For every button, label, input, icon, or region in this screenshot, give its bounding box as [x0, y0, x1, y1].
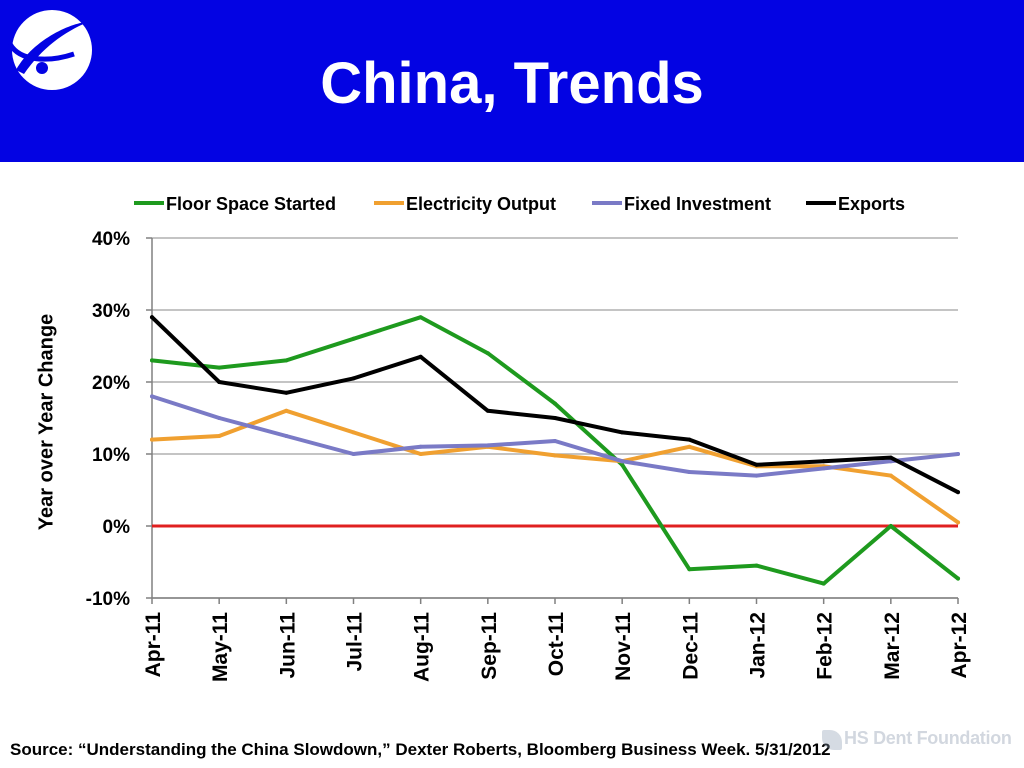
watermark-text: HS Dent Foundation: [844, 728, 1012, 748]
data-point: [284, 434, 289, 438]
data-point: [821, 581, 826, 586]
data-point: [888, 455, 893, 460]
data-point: [485, 408, 490, 413]
data-point: [150, 437, 154, 442]
x-tick-label: Aug-11: [411, 612, 434, 682]
data-point: [888, 524, 893, 528]
data-point: [485, 443, 490, 448]
data-point: [687, 567, 692, 572]
data-point: [485, 351, 490, 356]
data-point: [553, 453, 557, 458]
data-point: [553, 401, 557, 406]
x-tick-label: Apr-11: [142, 612, 165, 678]
data-point: [150, 394, 154, 399]
data-point: [956, 490, 960, 495]
data-point: [553, 416, 557, 420]
x-tick-label: Oct-11: [545, 612, 568, 677]
x-tick-label: Dec-11: [679, 612, 702, 680]
x-tick-label: Jul-11: [344, 612, 367, 672]
data-point: [956, 452, 960, 456]
globe-swoosh-icon: [7, 10, 92, 90]
data-point: [351, 336, 356, 341]
data-point: [687, 437, 692, 442]
data-point: [418, 315, 423, 320]
data-point: [418, 452, 423, 456]
x-tick-label: Nov-11: [612, 612, 635, 681]
data-point: [687, 444, 692, 449]
series-line: [150, 315, 960, 586]
source-citation: Source: “Understanding the China Slowdow…: [10, 740, 831, 759]
data-point: [620, 462, 625, 467]
line-chart: -10% 0% 10% 20% 30% 40% Apr-11 May-11 Jun-11 Jul-…: [86, 194, 971, 682]
data-point: [217, 365, 222, 370]
data-point: [217, 380, 222, 384]
data-point: [217, 434, 222, 438]
data-point: [351, 452, 356, 456]
data-point: [687, 470, 692, 474]
data-point: [754, 563, 759, 568]
watermark: HS Dent Foundation: [822, 722, 1012, 766]
x-tick-label: Jan-12: [747, 612, 770, 679]
x-tick-label: Apr-12: [948, 612, 971, 679]
data-point: [150, 315, 154, 320]
data-point: [553, 439, 557, 444]
data-point: [284, 390, 289, 395]
x-tick-label: Mar-12: [881, 612, 904, 680]
legend-label: Exports: [838, 194, 905, 214]
data-point: [821, 466, 826, 471]
data-point: [217, 416, 222, 420]
y-tick-label: 40%: [92, 229, 130, 250]
x-tick-label: Jun-11: [276, 612, 299, 679]
y-tick-label: 0%: [103, 517, 131, 538]
data-point: [351, 430, 356, 435]
data-point: [284, 358, 289, 363]
y-axis-title: Year over Year Change: [35, 313, 58, 531]
series-line: [150, 394, 960, 478]
data-point: [888, 473, 893, 478]
data-point: [956, 520, 960, 525]
page-title: China, Trends: [320, 51, 704, 116]
data-point: [351, 376, 356, 381]
y-axis-title-container: Year over Year Change: [32, 298, 62, 546]
data-point: [418, 354, 423, 359]
data-point: [754, 462, 759, 467]
legend-label: Electricity Output: [406, 194, 556, 214]
y-tick-label: 10%: [92, 445, 130, 466]
data-point: [150, 358, 154, 363]
data-point: [821, 459, 826, 464]
title-banner: China, Trends: [0, 0, 1024, 162]
y-tick-label: -10%: [86, 589, 130, 610]
data-point: [418, 444, 423, 449]
x-tick-label: Sep-11: [478, 612, 501, 680]
hs-dent-logo-icon: [822, 730, 842, 750]
legend-label: Floor Space Started: [166, 194, 336, 214]
y-tick-label: 30%: [92, 301, 130, 322]
x-tick-label: May-11: [209, 612, 232, 682]
x-tick-label: Feb-12: [814, 612, 837, 680]
data-point: [754, 473, 759, 478]
data-point: [620, 459, 625, 464]
data-point: [620, 430, 625, 435]
y-tick-label: 20%: [92, 373, 130, 394]
legend-label: Fixed Investment: [624, 194, 771, 214]
data-point: [284, 408, 289, 413]
data-point: [956, 576, 960, 581]
